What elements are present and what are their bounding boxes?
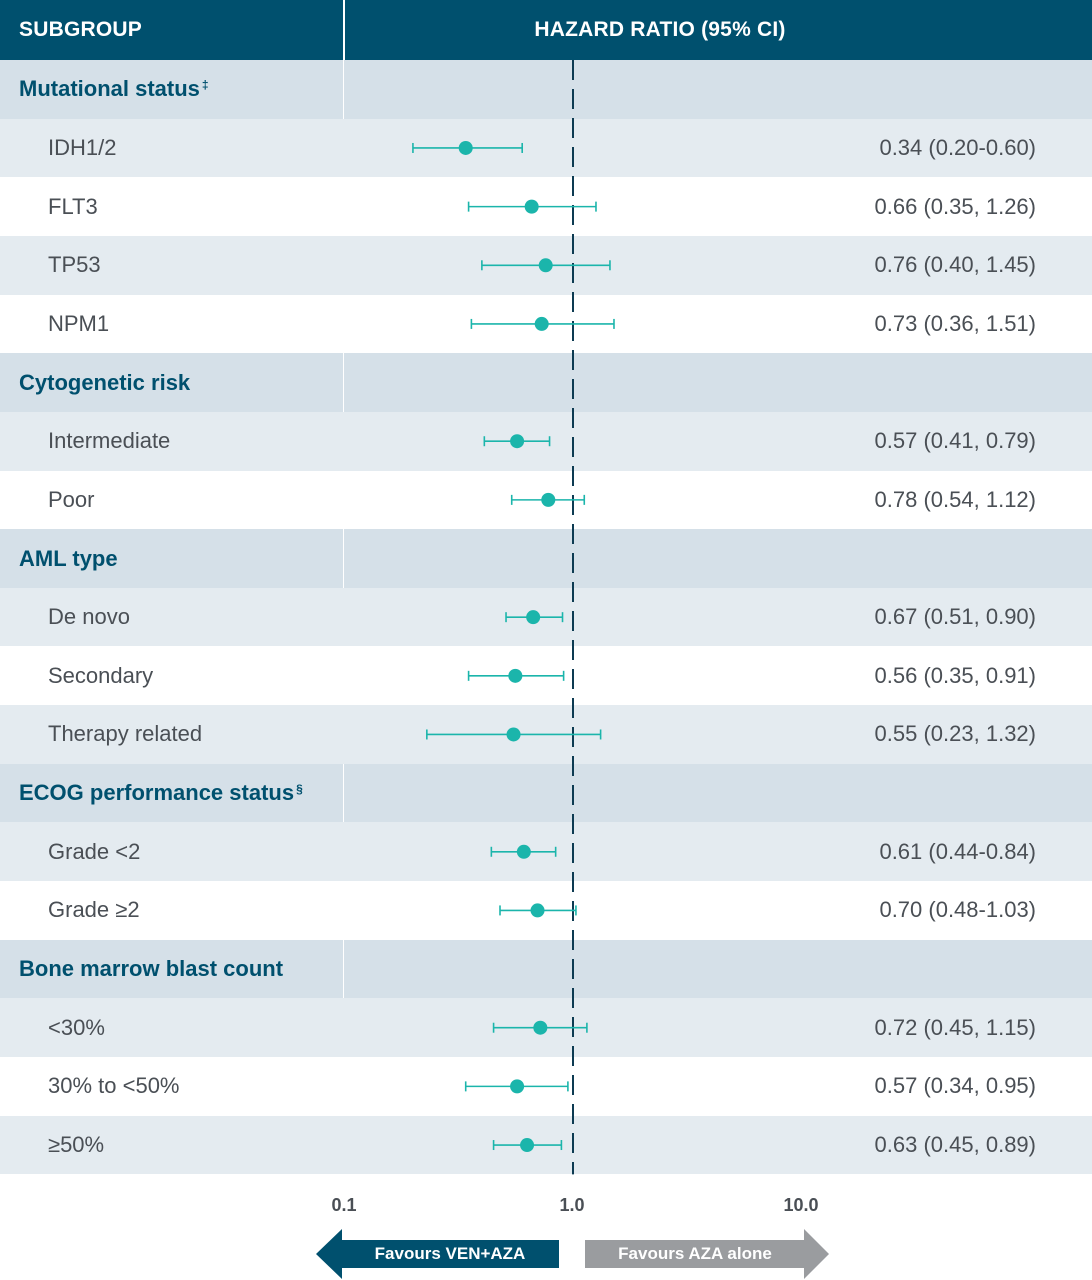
hazard-ratio-point <box>516 844 531 859</box>
hazard-ratio-point <box>541 492 556 507</box>
subgroup-column-header: SUBGROUP <box>19 18 142 41</box>
group-label-cell <box>0 939 344 999</box>
hazard-ratio-point <box>458 140 473 155</box>
favours-aza-alone-label: Favours AZA alone <box>618 1244 772 1263</box>
table-header: SUBGROUP HAZARD RATIO (95% CI) <box>0 0 1092 60</box>
subgroup-label: 30% to <50% <box>48 1073 180 1099</box>
hazard-ratio-point <box>534 316 549 331</box>
x-tick-label: 10.0 <box>783 1195 819 1215</box>
group-label-text: Mutational status <box>19 76 200 102</box>
subgroup-row: IDH1/2 0.34 (0.20-0.60) <box>0 118 1092 178</box>
hazard-ratio-value: 0.63 (0.45, 0.89) <box>874 1132 1036 1157</box>
group-row: Mutational status ‡ <box>0 60 1092 119</box>
hazard-ratio-value: 0.57 (0.41, 0.79) <box>874 428 1036 454</box>
group-label-cell <box>0 60 344 119</box>
subgroup-label: Grade ≥2 <box>48 897 140 923</box>
group-label-text: Cytogenetic risk <box>19 369 191 395</box>
hazard-ratio-point <box>510 434 525 449</box>
hazard-ratio-value: 0.72 (0.45, 1.15) <box>874 1014 1036 1040</box>
group-label-text: Bone marrow blast count <box>19 956 284 982</box>
hazard-ratio-point <box>524 199 539 214</box>
subgroup-label: Grade <2 <box>48 838 141 864</box>
group-label: Bone marrow blast count <box>19 940 285 999</box>
group-label-text: AML type <box>19 545 118 571</box>
favours-right-arrow <box>585 1229 829 1279</box>
subgroup-label: Therapy related <box>48 721 203 747</box>
group-label-cell <box>0 353 344 412</box>
group-label: ECOG performance status § <box>19 764 303 823</box>
subgroup-label: TP53 <box>48 252 101 278</box>
hazard-ratio-value: 0.70 (0.48-1.03) <box>879 897 1036 923</box>
hazard-ratio-value: 0.76 (0.40, 1.45) <box>874 252 1036 278</box>
x-tick-label: 1.0 <box>559 1195 585 1215</box>
hazard-ratio-point <box>533 1020 548 1035</box>
hazard-ratio-value: 0.34 (0.20-0.60) <box>879 134 1036 160</box>
group-row: ECOG performance status § <box>0 763 1092 823</box>
subgroup-row: Secondary 0.56 (0.35, 0.91) <box>0 646 1092 706</box>
subgroup-row: TP53 0.76 (0.40, 1.45) <box>0 235 1092 295</box>
hazard-ratio-value: 0.61 (0.44-0.84) <box>879 838 1036 864</box>
subgroup-row: Grade ≥2 0.70 (0.48-1.03) <box>0 881 1092 940</box>
group-label-cell <box>0 763 344 823</box>
subgroup-label: De novo <box>48 604 130 630</box>
group-label: Cytogenetic risk <box>19 353 192 412</box>
hazard-ratio-point <box>538 258 553 273</box>
group-row: Cytogenetic risk <box>0 353 1092 412</box>
hazard-ratio-point <box>510 1079 525 1094</box>
hazard-ratio-value: 0.55 (0.23, 1.32) <box>874 721 1036 747</box>
hazard-ratio-value: 0.78 (0.54, 1.12) <box>874 486 1036 512</box>
hazard-ratio-column-header: HAZARD RATIO (95% CI) <box>534 18 786 41</box>
subgroup-label: NPM1 <box>48 310 110 336</box>
hazard-ratio-value: 0.73 (0.36, 1.51) <box>874 310 1036 336</box>
hazard-ratio-value: 0.56 (0.35, 0.91) <box>874 662 1036 688</box>
group-row: Bone marrow blast count <box>0 939 1092 999</box>
group-footnote-marker: ‡ <box>201 78 209 93</box>
subgroup-label: <30% <box>48 1014 105 1040</box>
subgroup-label: FLT3 <box>48 193 98 219</box>
group-row: AML type <box>0 529 1092 588</box>
subgroup-row: 30% to <50% 0.57 (0.34, 0.95) <box>0 1057 1092 1116</box>
subgroup-label: Poor <box>48 486 95 512</box>
favours-left-arrow <box>316 1229 559 1279</box>
hazard-ratio-point <box>520 1138 535 1153</box>
subgroup-label: ≥50% <box>48 1132 105 1157</box>
group-footnote-marker: § <box>296 782 303 797</box>
subgroup-label: Secondary <box>48 662 154 688</box>
hazard-ratio-point <box>508 668 523 683</box>
subgroup-label: IDH1/2 <box>48 134 117 160</box>
group-label-text: ECOG performance status <box>19 780 295 806</box>
hazard-ratio-value: 0.66 (0.35, 1.26) <box>874 193 1036 219</box>
favours-ven-aza-label: Favours VEN+AZA <box>374 1244 526 1263</box>
hazard-ratio-value: 0.67 (0.51, 0.90) <box>874 604 1036 630</box>
hazard-ratio-point <box>530 903 545 918</box>
header-divider <box>343 0 345 60</box>
hazard-ratio-point <box>506 727 521 742</box>
group-label-cell <box>0 529 344 588</box>
group-label: AML type <box>19 529 120 588</box>
hazard-ratio-value: 0.57 (0.34, 0.95) <box>874 1073 1036 1099</box>
group-label: Mutational status ‡ <box>19 60 209 119</box>
hazard-ratio-point <box>526 610 541 625</box>
x-tick-label: 0.1 <box>331 1195 357 1215</box>
subgroup-row: Grade <2 0.61 (0.44-0.84) <box>0 822 1092 882</box>
subgroup-label: Intermediate <box>48 428 171 454</box>
